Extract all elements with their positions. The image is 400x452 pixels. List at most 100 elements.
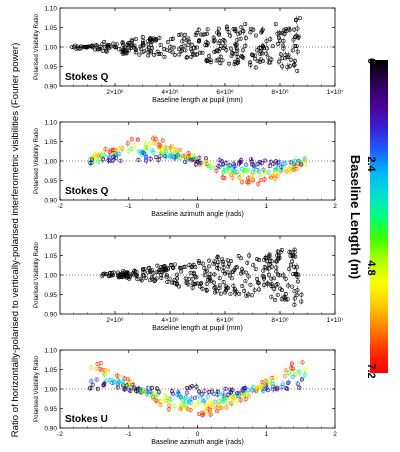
data-point [164,274,169,279]
data-point [291,167,296,172]
data-point [229,259,234,264]
data-point [96,153,101,158]
data-point [257,59,262,64]
data-point [137,52,142,57]
data-point [178,402,183,407]
y-tick-label: 1.00 [44,272,57,279]
data-point [228,172,233,177]
data-point [184,386,189,391]
data-point [234,170,239,175]
data-point [77,46,82,51]
data-point [197,162,202,167]
data-point [157,270,162,275]
data-point [148,141,153,146]
data-point [218,291,223,296]
data-point [150,46,155,51]
data-point [181,398,186,403]
data-point [228,46,233,51]
data-point [267,253,272,258]
data-point [189,54,194,59]
data-point [189,396,194,401]
data-point [234,51,239,56]
data-point [237,394,242,399]
data-point [238,36,243,41]
data-point [251,263,256,268]
data-point [192,45,197,50]
data-point [278,286,283,291]
data-point [198,50,203,55]
data-point [268,258,273,263]
data-point [251,384,256,389]
data-point [219,44,224,49]
data-point [175,148,180,153]
data-point [84,44,89,49]
x-tick-label: -1 [126,203,132,210]
y-axis-label: Polarised Visibility Ratio [33,355,40,421]
y-tick-label: 1.05 [44,367,57,374]
data-point [269,381,274,386]
data-point [259,161,264,166]
data-point [252,53,257,58]
panel-label: Stokes Q [65,186,109,197]
data-point [204,31,209,36]
data-point [126,48,131,53]
data-point [179,49,184,54]
data-point [244,162,249,167]
data-point [158,153,163,158]
data-point [270,44,275,49]
data-point [117,374,122,379]
data-point [290,366,295,371]
data-point [127,274,132,279]
data-point [277,38,282,43]
data-point [157,268,162,273]
data-point [200,50,205,55]
data-point [272,286,277,291]
data-point [262,158,267,163]
data-point [178,395,183,400]
data-point [236,31,241,36]
data-point [282,32,287,37]
data-point [163,144,168,149]
data-point [143,142,148,147]
data-point [152,141,157,146]
x-tick-label: 6×10⁶ [216,89,234,96]
data-point [215,409,220,414]
data-point [297,385,302,390]
data-point [285,64,290,69]
data-point [186,277,191,282]
data-point [285,387,290,392]
figure-y-axis-label: Ratio of horizontally-polarised to verti… [10,43,21,438]
data-point [205,394,210,399]
data-point [218,61,223,66]
data-point [274,387,279,392]
data-point [288,262,293,267]
data-point [211,261,216,266]
data-point [190,276,195,281]
data-point [238,256,243,261]
panel-baseline-length-2: 0.90 0.95 1.00 1.05 1.10 2×10⁶ 4×10⁶ 6×10⁶ 8×10⁶… [33,233,344,332]
data-point [171,45,176,50]
data-point [269,282,274,287]
data-point [155,392,160,397]
data-point [208,412,213,417]
data-point [124,49,129,54]
x-tick-label: 6×10⁶ [216,317,234,324]
data-point [239,167,244,172]
data-point [200,413,205,418]
data-point [172,404,177,409]
data-point [158,143,163,148]
data-point [251,170,256,175]
data-point [128,46,133,51]
data-point [276,35,281,40]
data-point [197,38,202,43]
data-point [281,161,286,166]
data-point [106,368,111,373]
data-point [108,273,113,278]
data-point [186,151,191,156]
data-point [198,160,203,165]
y-tick-label: 0.90 [44,83,57,90]
data-point [268,159,273,164]
data-point [151,391,156,396]
data-point [189,47,194,52]
data-point [210,389,215,394]
